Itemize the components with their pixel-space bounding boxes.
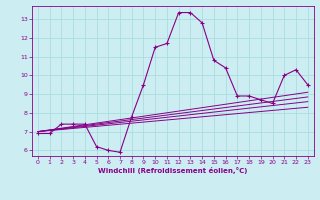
X-axis label: Windchill (Refroidissement éolien,°C): Windchill (Refroidissement éolien,°C) — [98, 167, 247, 174]
